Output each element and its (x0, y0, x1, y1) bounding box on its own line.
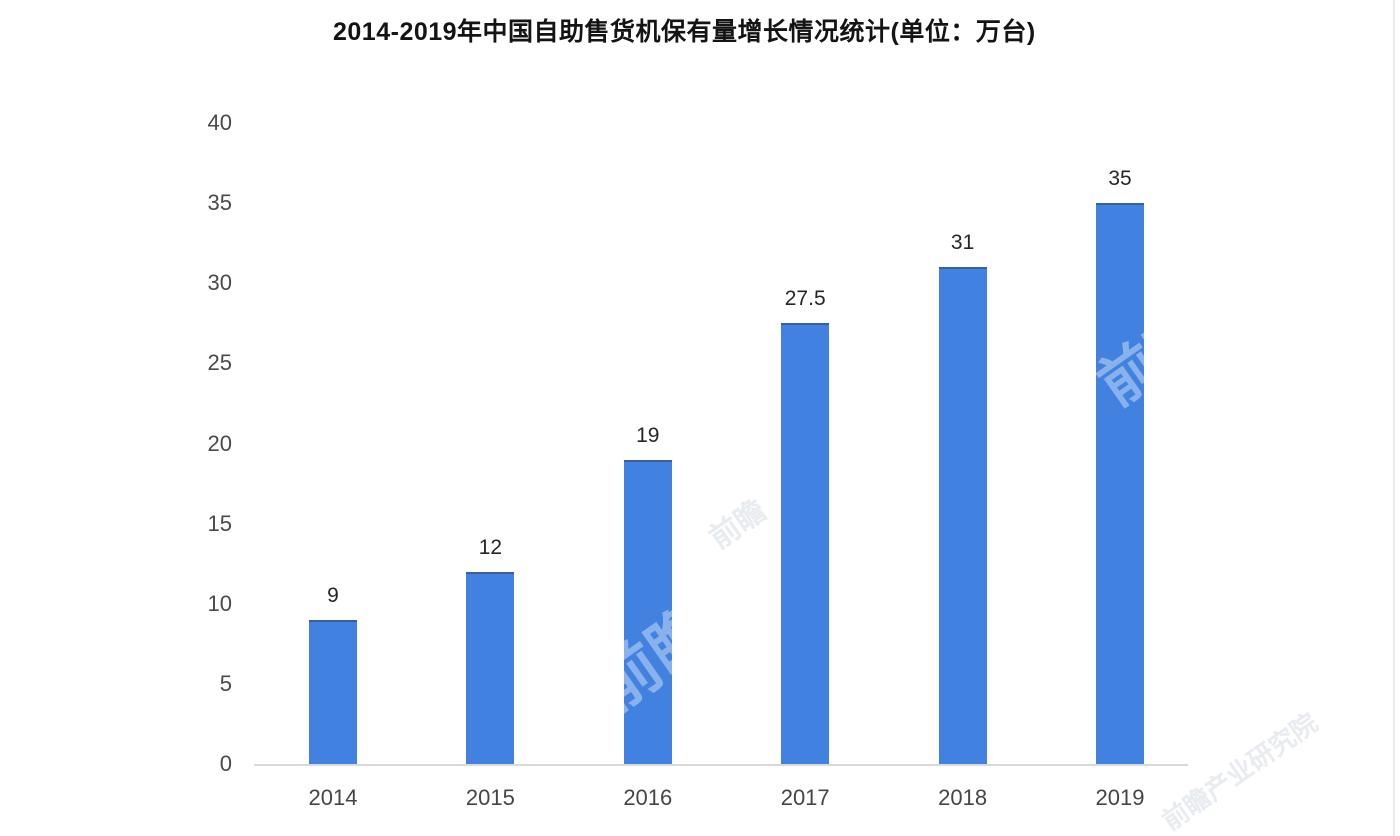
y-tick-label: 0 (219, 751, 232, 776)
image-edge-line (1393, 0, 1395, 836)
y-tick-label: 30 (207, 270, 232, 296)
y-tick-label: 35 (207, 190, 232, 216)
bar-2014 (309, 619, 357, 764)
data-label-2018: 31 (950, 231, 975, 255)
data-label-2016: 19 (636, 423, 660, 447)
bar-2017 (781, 323, 830, 764)
data-label-2014: 9 (327, 583, 339, 607)
bar-2018 (938, 267, 987, 764)
bar-2016 (623, 459, 672, 764)
bar-2019 (1096, 203, 1144, 764)
chart-title: 2014-2019年中国自助售货机保有量增长情况统计(单位：万台) (333, 18, 1036, 46)
data-label-2017: 27.5 (784, 287, 826, 311)
y-tick-label: 5 (219, 670, 232, 696)
y-tick-label: 25 (207, 350, 232, 376)
x-tick-label-2014: 2014 (308, 785, 358, 810)
bar-2015 (466, 571, 515, 764)
watermark: 前瞻 (703, 494, 773, 556)
x-axis-line (254, 764, 1188, 766)
watermark: 前瞻产业研究院 (1156, 707, 1324, 836)
data-label-2019: 35 (1108, 167, 1132, 191)
x-tick-label-2016: 2016 (623, 785, 673, 810)
data-label-2015: 12 (478, 535, 503, 559)
y-tick-label: 20 (207, 430, 232, 456)
x-tick-label-2019: 2019 (1095, 785, 1145, 810)
y-tick-label: 40 (207, 110, 232, 135)
x-tick-label-2017: 2017 (780, 785, 830, 810)
y-tick-label: 10 (207, 590, 232, 616)
x-tick-label-2018: 2018 (938, 785, 988, 810)
x-tick-label-2015: 2015 (465, 785, 515, 810)
y-tick-label: 15 (207, 510, 232, 536)
